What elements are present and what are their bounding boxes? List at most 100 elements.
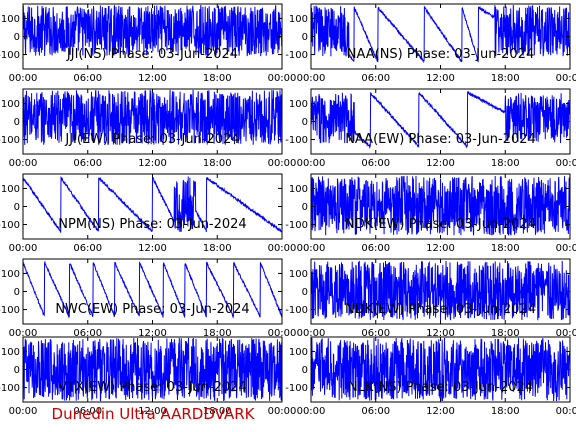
phase-series-line [311,337,570,402]
phase-panel: 100 0 -100 00:00 06:00 12:00 18:00 00:00 NDK(EW)… [285,173,576,254]
x-tick-label: 06:00 [361,158,390,169]
phase-panel: 100 0 -100 00:00 06:00 12:00 18:00 00:00 NDK(EW)… [285,258,576,339]
x-tick-label: 06:00 [73,406,102,417]
y-tick-label: -100 [0,383,20,394]
panel-title: NAA(EW) Phase: 03-Jun-2024 [345,132,536,147]
x-tick-label: 18:00 [491,328,520,339]
y-tick-label: -100 [285,135,308,146]
x-tick-label: 06:00 [361,406,390,417]
y-tick-label: -100 [285,50,308,61]
x-tick-label: 12:00 [426,328,455,339]
x-tick-label: 00:00 [297,73,326,84]
x-tick-label: 06:00 [73,73,102,84]
y-tick-label: 0 [14,287,20,298]
x-tick-label: 06:00 [361,243,390,254]
x-tick-label: 18:00 [203,73,232,84]
x-tick-label: 00:00 [268,328,297,339]
panel-title: JJI(NS) Phase: 03-Jun-2024 [66,47,238,62]
y-tick-label: 0 [14,365,20,376]
x-tick-label: 00:00 [556,158,576,169]
x-tick-label: 12:00 [138,158,167,169]
x-tick-label: 18:00 [203,158,232,169]
y-tick-label: 100 [1,347,20,358]
y-tick-label: 100 [289,269,308,280]
panel-title: JJI(EW) Phase: 03-Jun-2024 [64,132,239,147]
y-tick-label: -100 [285,383,308,394]
phase-series-line [311,90,570,149]
x-tick-label: 00:00 [556,406,576,417]
x-tick-label: 12:00 [426,158,455,169]
y-tick-label: -100 [285,220,308,231]
panel-grid: 100 0 -100 00:00 06:00 12:00 18:00 00:00 JJI(NS)… [0,3,576,417]
y-tick-label: 100 [289,184,308,195]
y-tick-label: 0 [302,32,308,43]
footer-caption: Dunedin Ultra AARDDVARK [52,405,256,423]
y-tick-label: -100 [285,305,308,316]
x-tick-label: 00:00 [268,406,297,417]
phase-series-line [23,4,282,57]
phase-panel: 100 0 -100 00:00 06:00 12:00 18:00 00:00 NWC(EW)… [0,258,297,339]
y-tick-label: 100 [289,99,308,110]
x-tick-label: 12:00 [138,243,167,254]
x-tick-label: 12:00 [426,243,455,254]
phase-panel: 100 0 -100 00:00 06:00 12:00 18:00 00:00 JJI(NS)… [0,3,297,84]
x-tick-label: 06:00 [73,158,102,169]
x-tick-label: 00:00 [268,243,297,254]
x-tick-label: 12:00 [138,406,167,417]
x-tick-label: 18:00 [491,406,520,417]
x-tick-label: 00:00 [9,243,38,254]
x-tick-label: 18:00 [491,158,520,169]
y-tick-label: 0 [302,287,308,298]
x-tick-label: 12:00 [138,73,167,84]
y-tick-label: 0 [302,202,308,213]
y-tick-label: -100 [0,50,20,61]
x-tick-label: 00:00 [556,328,576,339]
x-tick-label: 12:00 [426,73,455,84]
phase-panel: 100 0 -100 00:00 06:00 12:00 18:00 00:00 VTX(EW)… [0,336,297,417]
x-tick-label: 12:00 [138,328,167,339]
y-tick-label: 0 [14,32,20,43]
x-tick-label: 00:00 [9,328,38,339]
x-tick-label: 00:00 [9,158,38,169]
y-tick-label: 100 [289,347,308,358]
x-tick-label: 18:00 [203,328,232,339]
x-tick-label: 00:00 [297,328,326,339]
x-tick-label: 00:00 [9,73,38,84]
y-tick-label: -100 [0,305,20,316]
x-tick-label: 18:00 [491,243,520,254]
x-tick-label: 06:00 [361,328,390,339]
y-tick-label: 100 [1,184,20,195]
y-tick-label: 0 [14,117,20,128]
panel-title: VTX(EW) Phase: 03-Jun-2024 [58,380,246,395]
x-tick-label: 06:00 [73,243,102,254]
phase-panel: 100 0 -100 00:00 06:00 12:00 18:00 00:00 NAA(NS)… [285,3,576,84]
x-tick-label: 00:00 [297,243,326,254]
phase-panel: 100 0 -100 00:00 06:00 12:00 18:00 00:00 NPM(NS)… [0,173,297,254]
y-tick-label: 100 [1,99,20,110]
x-tick-label: 18:00 [203,406,232,417]
y-tick-label: 0 [14,202,20,213]
x-tick-label: 18:00 [203,243,232,254]
y-tick-label: 0 [302,365,308,376]
phase-panel: 100 0 -100 00:00 06:00 12:00 18:00 00:00 NAA(EW)… [285,88,576,169]
x-tick-label: 06:00 [361,73,390,84]
x-tick-label: 00:00 [297,158,326,169]
x-tick-label: 00:00 [297,406,326,417]
y-tick-label: 0 [302,117,308,128]
panel-title: NPM(NS) Phase: 03-Jun-2024 [58,217,246,232]
y-tick-label: -100 [0,135,20,146]
panel-title: NWC(EW) Phase: 03-Jun-2024 [55,302,249,317]
phase-panel: 100 0 -100 00:00 06:00 12:00 18:00 00:00 JJI(EW)… [0,88,296,169]
phase-panel: 100 0 -100 00:00 06:00 12:00 18:00 00:00 NLK(NS)… [285,336,576,417]
phase-series-line [311,4,570,64]
phase-series-line [311,175,570,236]
x-tick-label: 06:00 [73,328,102,339]
y-tick-label: 100 [1,14,20,25]
x-tick-label: 00:00 [268,73,297,84]
y-tick-label: 100 [1,269,20,280]
y-tick-label: -100 [0,220,20,231]
x-tick-label: 00:00 [9,406,38,417]
y-tick-label: 100 [289,14,308,25]
panel-title: NDK(EW) Phase: 03-Jun-2024 [345,302,536,317]
